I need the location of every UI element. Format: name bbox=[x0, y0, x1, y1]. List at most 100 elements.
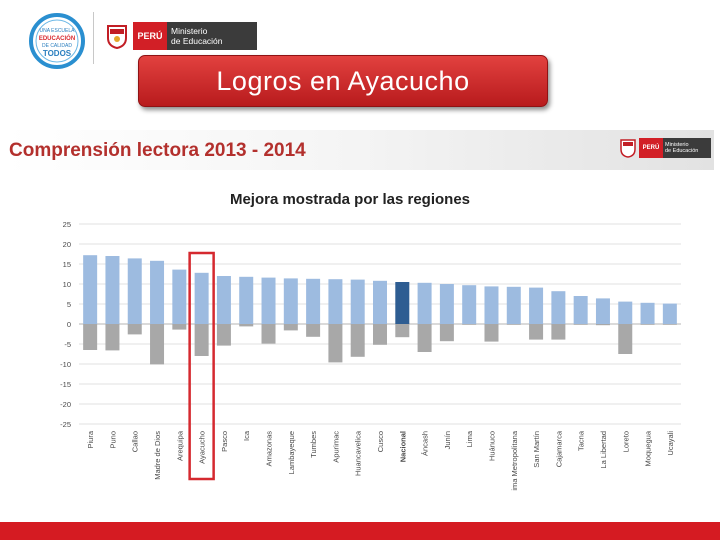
logo-line-4: TODOS bbox=[43, 49, 72, 58]
x-label-21: Cajamarca bbox=[554, 430, 563, 467]
bar-improvement-23 bbox=[595, 298, 610, 324]
bar-decline-18 bbox=[484, 324, 499, 342]
x-label-22: Tacna bbox=[577, 430, 586, 451]
bottom-bar bbox=[0, 522, 720, 540]
bar-improvement-13 bbox=[373, 280, 387, 324]
bar-decline-16 bbox=[439, 324, 454, 342]
bar-improvement-2 bbox=[127, 258, 142, 324]
bar-decline-21 bbox=[551, 324, 566, 340]
x-label-18: Huánuco bbox=[487, 431, 496, 461]
bar-decline-13 bbox=[373, 324, 387, 345]
bar-improvement-25 bbox=[640, 302, 655, 324]
coat-of-arms-icon bbox=[107, 25, 127, 50]
x-label-0: Piura bbox=[86, 430, 95, 448]
x-label-3: Madre de Dios bbox=[153, 431, 162, 480]
logo-line-3: DE CALIDAD bbox=[42, 43, 72, 49]
bar-improvement-7 bbox=[239, 276, 254, 324]
bar-decline-2 bbox=[127, 324, 142, 335]
y-tick-label: 15 bbox=[63, 260, 71, 269]
bar-decline-5 bbox=[194, 324, 209, 356]
y-tick-label: 25 bbox=[63, 220, 71, 229]
y-tick-label: 10 bbox=[63, 280, 71, 289]
bar-decline-6 bbox=[216, 324, 231, 346]
x-label-11: Apurimac bbox=[331, 431, 340, 463]
bar-decline-11 bbox=[328, 324, 343, 363]
small-ministry-line-1: Ministerio bbox=[665, 141, 689, 148]
bar-decline-8 bbox=[261, 324, 276, 344]
bar-decline-19 bbox=[506, 324, 521, 325]
bar-improvement-4 bbox=[172, 269, 187, 324]
bar-improvement-22 bbox=[573, 296, 588, 324]
campaign-logo: UNA ESCUELA EDUCACIÓN DE CALIDAD TODOS bbox=[29, 13, 85, 69]
bar-decline-22 bbox=[573, 324, 588, 325]
small-ministry-label: Ministerio de Educación bbox=[663, 138, 711, 158]
bar-decline-14 bbox=[395, 324, 410, 338]
bar-improvement-15 bbox=[417, 282, 432, 324]
x-label-4: Arequipa bbox=[175, 430, 184, 461]
logo-line-2: EDUCACIÓN bbox=[39, 34, 75, 42]
x-axis-labels: Piura Puno Callao Madre de Dios Arequipa Ayac… bbox=[86, 430, 675, 490]
x-label-20: San Martín bbox=[532, 431, 541, 468]
x-label-25: Moquegua bbox=[644, 430, 653, 466]
y-tick-label: -25 bbox=[60, 420, 71, 429]
bar-decline-24 bbox=[618, 324, 633, 354]
section-title: Comprensión lectora 2013 - 2014 bbox=[9, 140, 306, 161]
bar-decline-26 bbox=[662, 324, 677, 325]
bar-improvement-3 bbox=[150, 260, 165, 324]
x-label-15: Áncash bbox=[421, 431, 430, 456]
x-label-24: Loreto bbox=[621, 431, 630, 452]
y-tick-label: 0 bbox=[67, 320, 71, 329]
x-label-2: Callao bbox=[131, 431, 140, 452]
bar-improvement-11 bbox=[328, 279, 343, 324]
y-axis-ticks: 25 20 15 10 5 0 -5 -10 -15 -20 -25 bbox=[60, 220, 71, 429]
x-label-16: Junín bbox=[443, 431, 452, 449]
x-label-9: Lambayeque bbox=[287, 431, 296, 474]
chart-title: Mejora mostrada por las regiones bbox=[230, 191, 470, 208]
peru-label: PERÚ bbox=[133, 22, 167, 50]
bar-improvement-17 bbox=[462, 285, 477, 324]
y-tick-label: 20 bbox=[63, 240, 71, 249]
bar-improvement-14 bbox=[395, 282, 410, 324]
y-tick-label: -20 bbox=[60, 400, 71, 409]
bar-decline-15 bbox=[417, 324, 432, 352]
x-label-14: Nacional bbox=[398, 431, 407, 462]
bar-improvement-24 bbox=[618, 301, 633, 324]
x-label-10: Tumbes bbox=[309, 431, 318, 458]
bar-improvement-6 bbox=[216, 276, 231, 324]
bar-decline-9 bbox=[283, 324, 298, 331]
bar-improvement-26 bbox=[662, 303, 677, 324]
y-tick-label: -5 bbox=[64, 340, 71, 349]
bar-improvement-19 bbox=[506, 286, 521, 324]
bar-decline-25 bbox=[640, 324, 655, 325]
bar-improvement-12 bbox=[350, 279, 365, 324]
bar-decline-1 bbox=[105, 324, 120, 351]
y-tick-label: -10 bbox=[60, 360, 71, 369]
x-label-7: Ica bbox=[242, 430, 251, 441]
x-label-19: ima Metropolitana bbox=[510, 430, 519, 490]
bar-improvement-20 bbox=[529, 287, 544, 324]
bar-decline-0 bbox=[83, 324, 98, 350]
header-divider bbox=[93, 12, 94, 64]
x-label-17: Lima bbox=[465, 430, 474, 447]
y-tick-label: 5 bbox=[67, 300, 71, 309]
bars-layer bbox=[83, 255, 677, 365]
bar-decline-23 bbox=[595, 324, 610, 326]
bar-decline-17 bbox=[462, 324, 477, 325]
small-ministry-line-2: de Educación bbox=[665, 148, 699, 154]
ministry-line-1: Ministerio bbox=[171, 26, 208, 36]
bar-improvement-0 bbox=[83, 255, 98, 324]
bar-decline-20 bbox=[529, 324, 544, 340]
bar-improvement-10 bbox=[306, 278, 321, 324]
x-label-8: Amazonas bbox=[265, 431, 274, 467]
bar-decline-4 bbox=[172, 324, 187, 330]
bar-decline-3 bbox=[150, 324, 165, 365]
logo-line-1: UNA ESCUELA bbox=[39, 28, 75, 34]
x-label-12: Huancavelica bbox=[354, 430, 363, 476]
x-label-13: Cusco bbox=[376, 431, 385, 452]
bar-improvement-1 bbox=[105, 256, 120, 324]
x-label-26: Ucayali bbox=[666, 431, 675, 456]
content-header bbox=[5, 130, 714, 170]
bar-improvement-8 bbox=[261, 277, 276, 324]
small-coat-of-arms-icon bbox=[620, 139, 636, 158]
